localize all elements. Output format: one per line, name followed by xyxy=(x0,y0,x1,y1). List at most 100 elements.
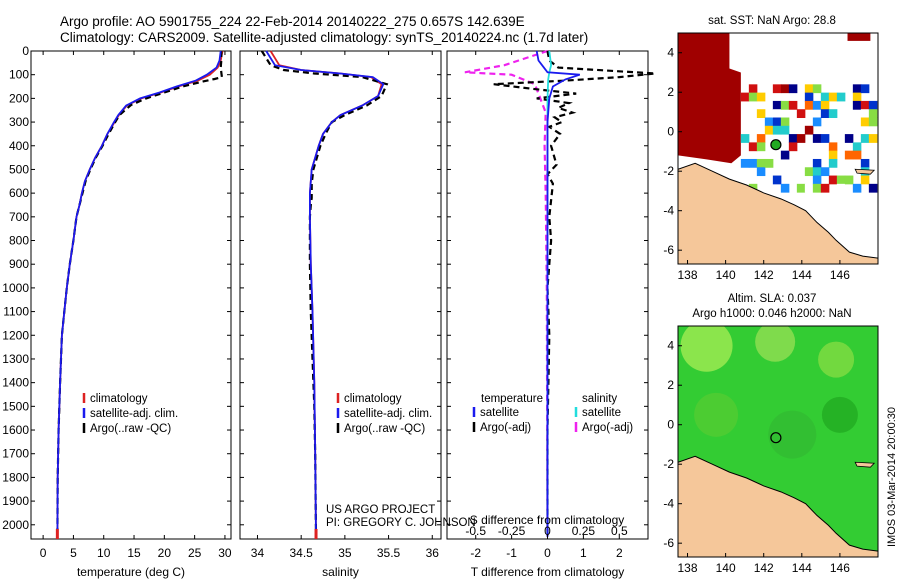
sst-pixel xyxy=(812,158,822,168)
sst-pixel xyxy=(812,117,822,127)
legend-label-2: satellite-adj. clim. xyxy=(344,408,432,420)
y-tick-label: 1700 xyxy=(2,447,29,461)
map-x-tick-label-5: 140 xyxy=(716,561,736,575)
map-x-tick-label-5: 144 xyxy=(792,561,812,575)
legend-label-3: salinity xyxy=(582,393,617,405)
sst-pixel xyxy=(844,175,854,185)
end-marker-sal xyxy=(314,529,318,539)
sst-pixel xyxy=(780,100,790,110)
plot-series-group-1 xyxy=(56,50,224,537)
sst-pixel xyxy=(756,167,766,177)
map-x-tick-label-4: 142 xyxy=(754,268,774,282)
sst-pixel xyxy=(868,109,878,119)
sst-pixel xyxy=(804,84,814,94)
sst-pixel xyxy=(836,175,846,185)
x-tick-label-3: 2 xyxy=(616,546,623,560)
sst-pixel xyxy=(836,92,846,102)
sst-pixel xyxy=(772,117,782,127)
sst-pixel xyxy=(836,183,846,193)
map-x-tick-label-4: 146 xyxy=(830,268,850,282)
sst-pixel xyxy=(804,167,814,177)
sst-pixel xyxy=(828,150,838,160)
sla-blob xyxy=(821,396,858,433)
y-tick-label: 1100 xyxy=(3,305,29,319)
series-diff-sal-argo xyxy=(464,49,549,537)
sst-pixel xyxy=(780,183,790,193)
x-tick-label-1: 5 xyxy=(70,546,77,560)
sla-blob xyxy=(680,326,733,372)
series-sal-argo xyxy=(260,50,389,537)
sst-pixel xyxy=(780,150,790,160)
legend-label-2: Argo(..raw -QC) xyxy=(344,423,425,435)
series-satellite xyxy=(56,50,222,537)
sst-pixel xyxy=(796,183,806,193)
legend-label-3: Argo(-adj) xyxy=(480,422,531,434)
x-tick-label-s: -0.5 xyxy=(465,524,486,538)
sst-pixel xyxy=(820,134,830,143)
sst-pixel xyxy=(772,175,782,185)
y-tick-label: 400 xyxy=(9,139,29,153)
plot-series-group-2 xyxy=(260,50,389,537)
sst-pixel xyxy=(748,92,758,102)
y-tick-label: 1600 xyxy=(2,423,29,437)
sst-pixel xyxy=(772,100,782,110)
map-y-tick-label-5: 0 xyxy=(667,418,674,432)
map-x-tick-label-4: 144 xyxy=(792,268,812,282)
legend-label-1: Argo(..raw -QC) xyxy=(90,423,171,435)
sst-pixel xyxy=(852,92,862,102)
legend-label-3: temperature xyxy=(481,393,543,405)
sst-pixel xyxy=(756,142,766,152)
sst-pixel xyxy=(804,92,814,102)
x-axis-label-1: temperature (deg C) xyxy=(77,565,185,579)
legend-label-2: climatology xyxy=(344,393,402,405)
sst-pixel xyxy=(764,117,774,127)
sst-pixel xyxy=(788,100,798,110)
y-tick-label: 600 xyxy=(9,186,29,200)
sst-pixel xyxy=(812,134,822,143)
sst-pixel xyxy=(844,150,854,160)
sst-pixel xyxy=(812,84,822,94)
land-manus-island xyxy=(854,168,876,175)
sla-blob xyxy=(818,341,855,378)
y-tick-label: 500 xyxy=(9,162,29,176)
x-tick-label-1: 25 xyxy=(188,546,202,560)
sst-pixel xyxy=(740,92,750,102)
sst-pixel xyxy=(748,84,758,94)
sst-map-title: sat. SST: NaN Argo: 28.8 xyxy=(708,15,836,27)
x-axis-label-2: salinity xyxy=(322,565,359,579)
sst-pixel xyxy=(852,84,862,94)
sst-pixel xyxy=(828,92,838,102)
series-diff-temp-argo xyxy=(493,50,656,537)
map-x-tick-label-5: 146 xyxy=(830,561,850,575)
y-tick-label: 1200 xyxy=(2,328,29,342)
map-y-tick-label-5: -6 xyxy=(663,536,674,550)
x-tick-label-1: 15 xyxy=(127,546,141,560)
map-x-tick-label-4: 140 xyxy=(716,268,736,282)
y-tick-label: 300 xyxy=(9,115,29,129)
x-tick-label-3: 1 xyxy=(580,546,587,560)
land-manus-island xyxy=(854,461,876,468)
map-y-tick-label-5: 2 xyxy=(667,378,674,392)
sst-pixel xyxy=(812,183,822,193)
sst-pixel xyxy=(756,92,766,102)
climatology-title: Climatology: CARS2009. Satellite-adjuste… xyxy=(60,30,589,45)
x-tick-label-2: 36 xyxy=(426,546,440,560)
map-x-tick-label-4: 138 xyxy=(678,268,698,282)
x-tick-label-3: -2 xyxy=(470,546,481,560)
argo-float-marker xyxy=(770,432,782,444)
sla-blob xyxy=(694,392,739,437)
project-annotation: US ARGO PROJECT xyxy=(326,504,435,516)
sla-map-subtitle: Argo h1000: 0.046 h2000: NaN xyxy=(692,308,851,320)
sst-pixel xyxy=(780,84,790,94)
map-frame-5 xyxy=(677,325,879,558)
y-tick-label: 1800 xyxy=(2,470,29,484)
sst-pixel xyxy=(804,183,814,193)
map-x-tick-label-5: 138 xyxy=(678,561,698,575)
map-y-tick-label-5: -4 xyxy=(663,497,674,511)
sst-pixel xyxy=(780,125,790,135)
y-tick-label: 2000 xyxy=(2,518,29,532)
y-tick-label: 800 xyxy=(9,234,29,248)
sst-pixel xyxy=(820,183,830,193)
sst-pixel xyxy=(844,134,854,143)
sst-pixel xyxy=(772,125,782,135)
